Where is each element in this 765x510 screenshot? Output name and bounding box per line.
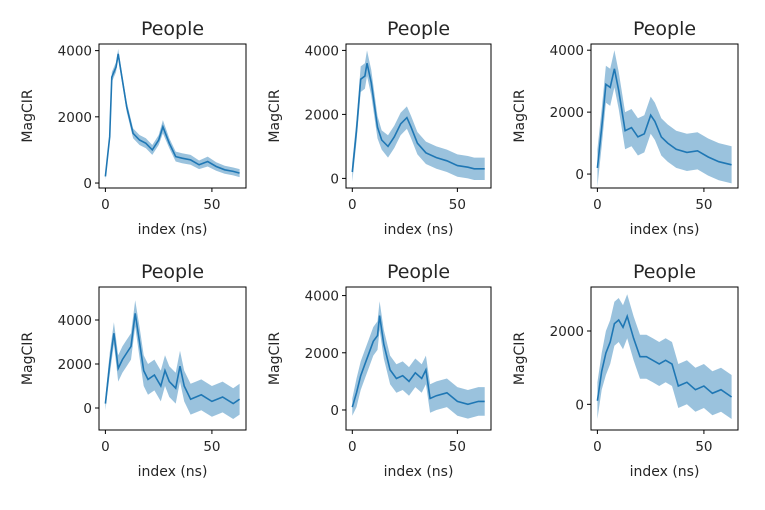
plot-frame bbox=[98, 43, 247, 189]
x-axis-label: index (ns) bbox=[384, 464, 454, 480]
y-axis-label: MagCIR bbox=[512, 332, 528, 385]
x-axis-label: index (ns) bbox=[138, 222, 208, 238]
plot-frame bbox=[345, 43, 492, 189]
confidence-band bbox=[352, 50, 485, 182]
y-tick-label: 0 bbox=[83, 401, 92, 417]
mean-line bbox=[596, 313, 733, 401]
plot-frame bbox=[590, 43, 739, 189]
mean-line bbox=[351, 63, 485, 173]
chart-panel-5: 0 50 0 2000 4000 People index (ns) MagCIR bbox=[267, 261, 492, 480]
chart-title: People bbox=[141, 261, 204, 283]
y-tick-label: 2000 bbox=[550, 324, 584, 340]
mean-line bbox=[104, 53, 240, 177]
plot-frame bbox=[590, 286, 739, 431]
chart-title: People bbox=[387, 261, 450, 283]
y-tick-label: 0 bbox=[83, 176, 92, 192]
y-tick-label: 0 bbox=[575, 397, 584, 413]
y-tick-label: 0 bbox=[575, 167, 584, 183]
x-axis-label: index (ns) bbox=[384, 222, 454, 238]
x-tick-label: 0 bbox=[348, 197, 357, 213]
y-axis-label: MagCIR bbox=[267, 89, 283, 142]
chart-panel-1: 0 50 0 2000 4000 People index (ns) MagCIR bbox=[20, 18, 247, 238]
x-tick-label: 0 bbox=[101, 439, 110, 455]
y-tick-label: 0 bbox=[330, 171, 339, 187]
mean-line bbox=[351, 315, 485, 408]
y-tick-label: 2000 bbox=[58, 110, 92, 126]
y-tick-label: 2000 bbox=[305, 346, 339, 362]
y-tick-label: 4000 bbox=[305, 289, 339, 305]
chart-title: People bbox=[387, 18, 450, 40]
chart-panel-3: 0 50 0 2000 4000 People index (ns) MagCIR bbox=[512, 18, 739, 238]
x-tick-label: 50 bbox=[449, 197, 466, 213]
x-tick-label: 50 bbox=[695, 197, 712, 213]
y-tick-label: 4000 bbox=[550, 43, 584, 59]
y-tick-label: 2000 bbox=[58, 357, 92, 373]
chart-panel-6: 0 50 0 2000 People index (ns) MagCIR bbox=[512, 261, 739, 480]
x-tick-label: 50 bbox=[449, 439, 466, 455]
x-tick-label: 50 bbox=[203, 439, 220, 455]
y-tick-label: 4000 bbox=[305, 43, 339, 59]
chart-panel-4: 0 50 0 2000 4000 People index (ns) MagCIR bbox=[20, 261, 247, 480]
x-axis-label: index (ns) bbox=[630, 222, 700, 238]
confidence-band bbox=[105, 49, 240, 180]
chart-title: People bbox=[633, 18, 696, 40]
y-axis-label: MagCIR bbox=[267, 332, 283, 385]
plot-frame bbox=[345, 286, 492, 431]
x-tick-label: 0 bbox=[101, 197, 110, 213]
y-tick-label: 2000 bbox=[550, 105, 584, 121]
x-tick-label: 0 bbox=[348, 439, 357, 455]
x-tick-label: 0 bbox=[593, 439, 602, 455]
confidence-band bbox=[597, 50, 732, 187]
y-axis-label: MagCIR bbox=[512, 89, 528, 142]
confidence-band bbox=[352, 301, 485, 419]
chart-panel-2: 0 50 0 2000 4000 People index (ns) MagCIR bbox=[267, 18, 492, 238]
chart-title: People bbox=[141, 18, 204, 40]
plot-frame bbox=[98, 286, 247, 431]
x-tick-label: 50 bbox=[695, 439, 712, 455]
y-axis-label: MagCIR bbox=[20, 332, 36, 385]
y-tick-label: 2000 bbox=[305, 107, 339, 123]
y-tick-label: 0 bbox=[330, 403, 339, 419]
chart-title: People bbox=[633, 261, 696, 283]
x-tick-label: 0 bbox=[593, 197, 602, 213]
y-tick-label: 4000 bbox=[58, 44, 92, 60]
mean-line bbox=[596, 68, 732, 168]
x-axis-label: index (ns) bbox=[630, 464, 700, 480]
confidence-band bbox=[105, 300, 240, 419]
y-axis-label: MagCIR bbox=[20, 89, 36, 142]
x-axis-label: index (ns) bbox=[138, 464, 208, 480]
confidence-band bbox=[597, 294, 732, 419]
mean-line bbox=[104, 313, 241, 405]
x-tick-label: 50 bbox=[203, 197, 220, 213]
y-tick-label: 4000 bbox=[58, 313, 92, 329]
